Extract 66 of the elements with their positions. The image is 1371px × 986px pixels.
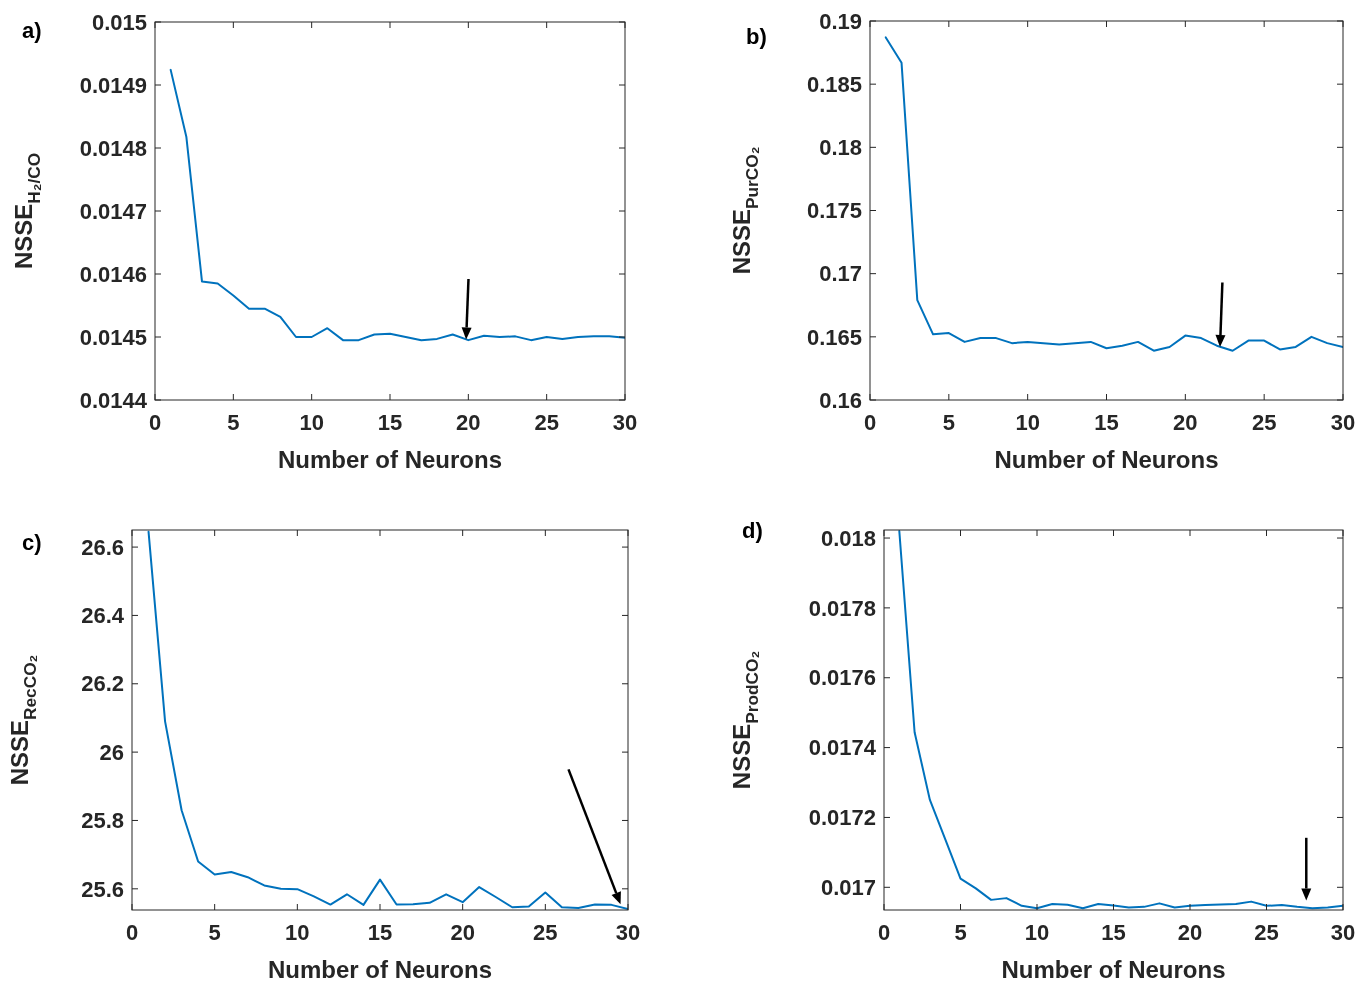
x-tick-label: 0 — [863, 410, 877, 435]
y-tick-label: 0.0172 — [808, 805, 876, 831]
line-series — [147, 530, 628, 910]
line-series — [898, 530, 1343, 910]
y-tick-label: 0.0149 — [79, 72, 147, 98]
y-tick-label: 0.017 — [820, 875, 876, 900]
x-tick-label: 20 — [456, 410, 481, 435]
x-tick-label: 5 — [942, 410, 955, 435]
y-tick-label: 0.015 — [91, 9, 147, 35]
x-tick-label: 30 — [1330, 920, 1356, 945]
y-tick-label: 0.0176 — [808, 665, 876, 691]
x-tick-label: 0 — [877, 920, 891, 945]
y-tick-label: 0.175 — [806, 198, 862, 224]
y-tick-label: 26.6 — [81, 534, 124, 560]
y-tick-label: 0.19 — [819, 8, 862, 34]
x-tick-label: 5 — [208, 920, 221, 945]
chart-title: a) — [22, 18, 42, 43]
x-tick-label: 15 — [377, 410, 403, 435]
chart-title: b) — [746, 24, 767, 49]
y-tick-label: 0.0145 — [79, 324, 147, 350]
x-tick-label: 5 — [227, 410, 240, 435]
y-tick-label: 25.8 — [81, 808, 124, 834]
y-tick-label: 0.0174 — [808, 735, 877, 761]
x-axis-title: Number of Neurons — [277, 446, 503, 473]
x-tick-label: 30 — [615, 920, 641, 945]
line-series — [884, 36, 1343, 352]
x-tick-label: 25 — [533, 920, 558, 945]
x-tick-label: 20 — [450, 920, 475, 945]
x-tick-label: 20 — [1173, 410, 1198, 435]
x-tick-label: 10 — [299, 410, 324, 435]
y-tick-label: 0.0146 — [79, 261, 147, 287]
y-tick-label: 26.4 — [81, 603, 125, 629]
line-series — [169, 68, 625, 342]
y-tick-label: 0.0147 — [79, 198, 147, 224]
y-tick-label: 0.0144 — [79, 387, 148, 413]
x-tick-label: 20 — [1177, 920, 1203, 945]
x-tick-label: 10 — [1015, 410, 1040, 435]
x-axis-title: Number of Neurons — [994, 446, 1219, 473]
chart-title: d) — [742, 518, 763, 543]
y-tick-label: 0.0178 — [808, 595, 876, 621]
x-tick-label: 0 — [148, 410, 162, 435]
x-tick-label: 5 — [954, 920, 967, 945]
x-tick-label: 10 — [1024, 920, 1050, 945]
x-tick-label: 25 — [1254, 920, 1279, 945]
y-tick-label: 25.6 — [81, 876, 124, 902]
x-axis-title: Number of Neurons — [1001, 956, 1226, 983]
y-tick-label: 26 — [99, 739, 124, 765]
x-tick-label: 0 — [125, 920, 139, 945]
y-tick-label: 0.185 — [806, 71, 862, 97]
x-axis-title: Number of Neurons — [267, 956, 493, 983]
x-tick-label: 15 — [1101, 920, 1126, 945]
y-tick-label: 0.16 — [819, 387, 862, 413]
y-tick-label: 0.17 — [819, 261, 862, 287]
x-tick-label: 15 — [367, 920, 393, 945]
x-tick-label: 10 — [285, 920, 310, 945]
x-tick-label: 25 — [534, 410, 559, 435]
y-tick-label: 0.018 — [820, 525, 876, 551]
chart-title: c) — [22, 530, 42, 555]
x-tick-label: 25 — [1251, 410, 1277, 435]
x-tick-label: 30 — [1330, 410, 1356, 435]
y-tick-label: 0.0148 — [79, 135, 147, 161]
x-tick-label: 30 — [612, 410, 638, 435]
y-tick-label: 26.2 — [81, 671, 124, 697]
x-tick-label: 15 — [1094, 410, 1119, 435]
y-tick-label: 0.165 — [806, 324, 862, 350]
y-tick-label: 0.18 — [819, 135, 862, 161]
